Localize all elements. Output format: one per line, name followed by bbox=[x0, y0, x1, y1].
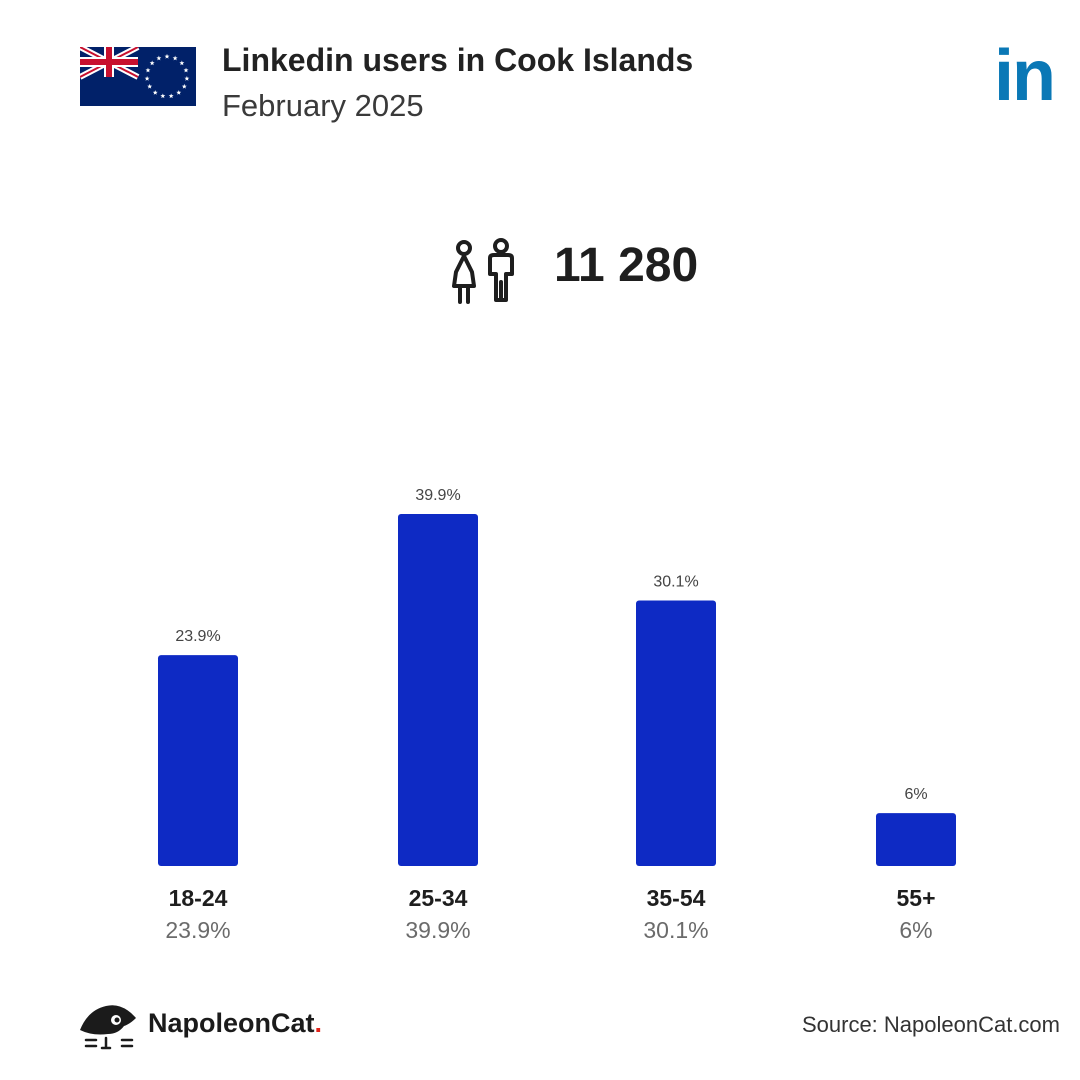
total-users-value: 11 280 bbox=[554, 239, 699, 292]
napoleoncat-brand-name: NapoleonCat. bbox=[148, 1008, 322, 1039]
flag-star bbox=[181, 83, 187, 89]
page-subtitle: February 2025 bbox=[222, 88, 424, 123]
category-label: 35-54 bbox=[647, 885, 706, 911]
bar-value-label: 30.1% bbox=[653, 573, 698, 590]
bar-35-54 bbox=[636, 600, 716, 866]
category-label: 55+ bbox=[896, 885, 935, 911]
flag-star bbox=[183, 67, 189, 73]
flag-star bbox=[184, 75, 190, 81]
bar-18-24 bbox=[158, 655, 238, 866]
bar-55+ bbox=[876, 813, 956, 866]
flag-star bbox=[179, 60, 185, 66]
flag-star bbox=[147, 83, 153, 89]
bar-value-label: 23.9% bbox=[175, 628, 220, 645]
brand-name-text: NapoleonCat bbox=[148, 1008, 315, 1038]
bar-25-34 bbox=[398, 514, 478, 866]
napoleoncat-logo-icon bbox=[80, 1005, 136, 1050]
cook-islands-flag-icon bbox=[80, 47, 196, 106]
category-percent-label: 23.9% bbox=[165, 917, 230, 943]
users-icon bbox=[452, 238, 514, 304]
flag-star bbox=[176, 90, 182, 95]
flag-star bbox=[144, 75, 150, 81]
bar-value-label: 6% bbox=[904, 786, 927, 803]
page-title: Linkedin users in Cook Islands bbox=[222, 42, 694, 78]
category-percent-label: 39.9% bbox=[405, 917, 470, 943]
flag-star bbox=[160, 93, 166, 99]
flag-star bbox=[168, 93, 174, 99]
linkedin-logo-icon: in bbox=[994, 36, 1056, 116]
category-percent-label: 6% bbox=[899, 917, 932, 943]
flag-star bbox=[164, 53, 170, 59]
flag-star bbox=[149, 60, 155, 66]
flag-star bbox=[152, 90, 158, 95]
age-distribution-chart: 23.9% 18-24 23.9% 39.9% 25-34 39.9% 30.1% 35-54… bbox=[158, 487, 956, 943]
category-label: 25-34 bbox=[409, 885, 468, 911]
flag-star bbox=[156, 55, 162, 61]
source-credit: Source: NapoleonCat.com bbox=[801, 1012, 1060, 1037]
category-label: 18-24 bbox=[169, 885, 228, 911]
flag-star bbox=[172, 55, 178, 61]
category-percent-label: 30.1% bbox=[643, 917, 708, 943]
bar-value-label: 39.9% bbox=[415, 487, 460, 504]
flag-star bbox=[145, 67, 151, 73]
brand-dot: . bbox=[314, 1008, 323, 1038]
